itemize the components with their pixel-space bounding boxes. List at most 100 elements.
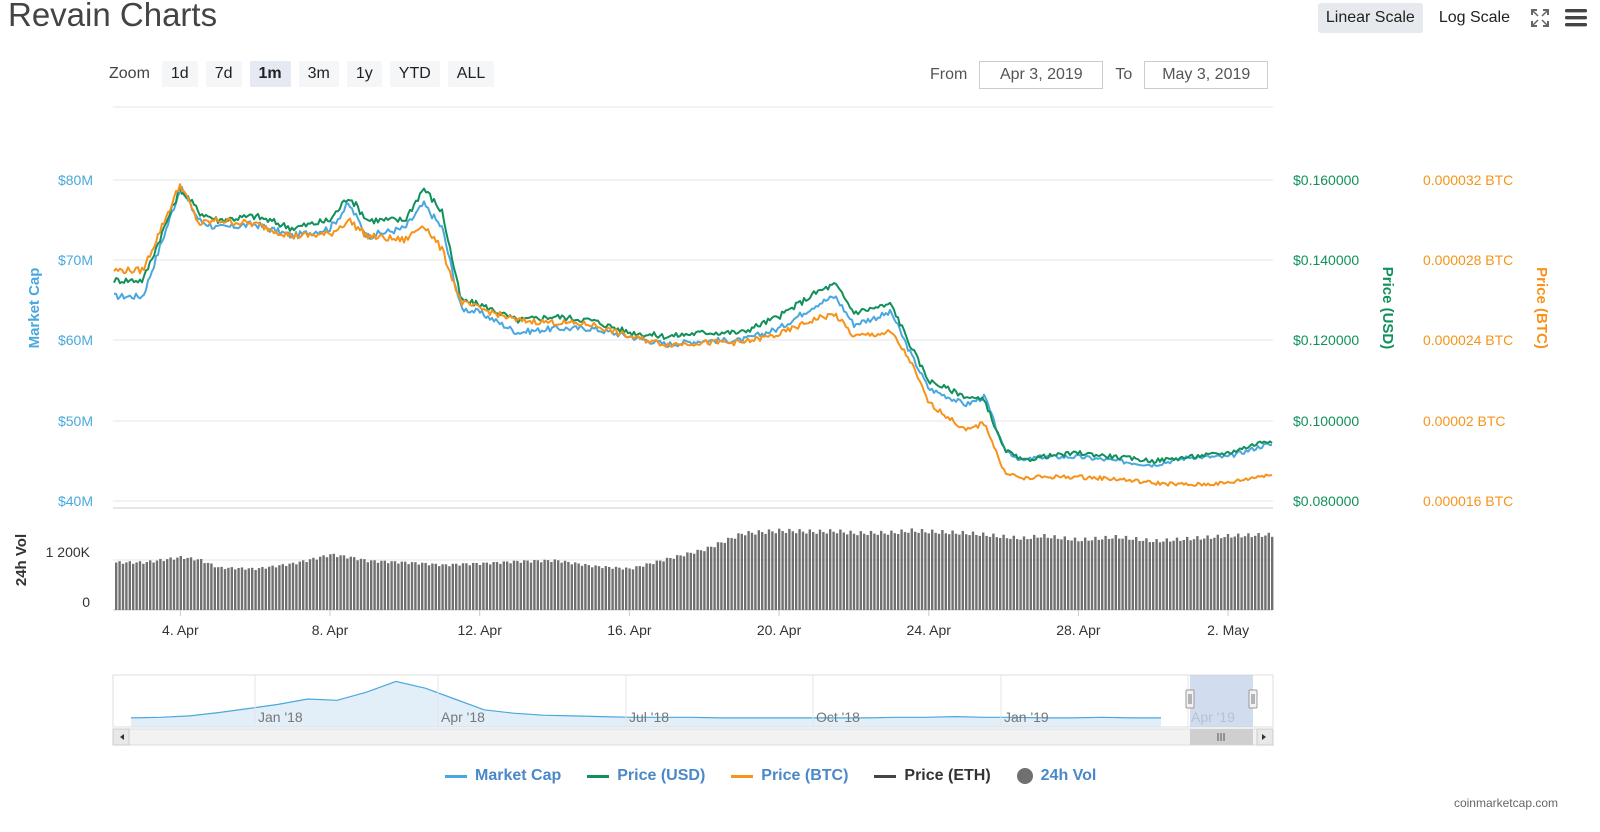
volume-bar <box>818 529 822 610</box>
volume-bar <box>693 553 696 610</box>
volume-bar <box>686 552 689 610</box>
volume-bar <box>863 533 866 610</box>
x-tick-label: 20. Apr <box>757 622 802 638</box>
volume-bar <box>1053 535 1056 610</box>
volume-bar <box>954 533 958 610</box>
volume-bar <box>516 560 519 610</box>
y-tick-market-cap: $50M <box>58 413 93 429</box>
volume-bar <box>302 560 305 610</box>
volume-bar <box>1084 537 1087 610</box>
volume-bar <box>373 560 376 610</box>
legend-price-eth[interactable]: Price (ETH) <box>874 767 991 785</box>
volume-bar <box>557 560 560 610</box>
legend-price-btc[interactable]: Price (BTC) <box>731 767 848 785</box>
volume-bar <box>801 531 805 610</box>
volume-bar <box>1118 538 1121 610</box>
volume-bar <box>247 568 250 610</box>
legend-price-usd[interactable]: Price (USD) <box>587 767 705 785</box>
volume-bar <box>628 568 631 610</box>
zoom-7d-button[interactable]: 7d <box>205 61 242 87</box>
legend-marker-24h-vol <box>1016 768 1033 784</box>
volume-bar <box>563 560 567 610</box>
x-tick-label: 24. Apr <box>907 622 952 638</box>
volume-bar <box>1162 541 1165 610</box>
from-date-input[interactable]: Apr 3, 2019 <box>979 61 1104 89</box>
volume-bar <box>788 528 791 610</box>
volume-bar <box>985 535 988 610</box>
volume-bar <box>937 533 941 610</box>
volume-bar <box>1141 540 1145 610</box>
price-btc-line <box>113 183 1273 487</box>
y-tick-price-usd: $0.140000 <box>1293 252 1359 268</box>
volume-bar <box>325 557 329 610</box>
volume-bar <box>237 568 240 610</box>
volume-bar <box>1247 533 1250 610</box>
volume-bar <box>336 557 339 610</box>
volume-bar <box>1128 539 1131 610</box>
volume-bar <box>475 563 478 610</box>
volume-bar <box>1254 535 1257 610</box>
volume-bar <box>438 566 441 610</box>
log-scale-button[interactable]: Log Scale <box>1438 9 1510 26</box>
volume-bar <box>822 532 825 610</box>
volume-bar <box>900 529 903 610</box>
legend-24h-vol[interactable]: 24h Vol <box>1016 767 1096 785</box>
y-tick-market-cap: $40M <box>58 493 93 509</box>
navigator-handle-right[interactable] <box>1248 689 1258 709</box>
credit-link[interactable]: coinmarketcap.com <box>1453 796 1558 810</box>
navigator-label: Oct '18 <box>816 709 860 725</box>
arrow-right-icon <box>1262 734 1266 740</box>
volume-bar <box>856 535 859 610</box>
volume-bar <box>961 530 964 610</box>
navigator-line <box>130 680 1161 719</box>
volume-bar <box>713 547 716 610</box>
zoom-3m-button[interactable]: 3m <box>298 61 339 87</box>
volume-bar <box>880 530 883 610</box>
volume-bar <box>431 563 434 610</box>
volume-bar <box>353 557 356 610</box>
volume-bar <box>869 530 873 610</box>
y-tick-price-usd: $0.080000 <box>1293 493 1359 509</box>
y-tick-price-usd: $0.120000 <box>1293 332 1359 348</box>
x-tick-label: 16. Apr <box>607 622 652 638</box>
volume-bar <box>468 565 471 610</box>
hamburger-menu-icon[interactable] <box>1562 4 1590 32</box>
from-label: From <box>930 66 968 83</box>
volume-bar <box>1016 539 1019 610</box>
volume-bar <box>1271 536 1274 610</box>
volume-bar <box>842 532 845 610</box>
volume-bar <box>781 531 784 610</box>
volume-bar <box>1111 538 1114 610</box>
volume-bar <box>886 534 890 610</box>
navigator-selection <box>1190 675 1253 727</box>
volume-bar <box>567 561 570 610</box>
arrow-left-icon <box>119 734 124 740</box>
to-date-input[interactable]: May 3, 2019 <box>1144 61 1269 89</box>
legend-marker-price-btc <box>731 774 754 778</box>
volume-bar <box>220 566 223 610</box>
linear-scale-button[interactable]: Linear Scale <box>1317 3 1423 33</box>
y-tick-price-btc: 0.000016 BTC <box>1423 493 1513 509</box>
volume-bar <box>676 555 679 610</box>
navigator-label: Apr '18 <box>441 709 485 725</box>
volume-bar <box>295 564 298 610</box>
volume-bar <box>540 562 543 610</box>
y-tick-volume-high: 1 200K <box>46 544 91 560</box>
zoom-ytd-button[interactable]: YTD <box>389 61 440 87</box>
zoom-all-button[interactable]: ALL <box>447 61 495 87</box>
zoom-1d-button[interactable]: 1d <box>161 61 198 87</box>
volume-bar <box>553 559 556 610</box>
volume-bar <box>393 561 397 610</box>
zoom-1m-button[interactable]: 1m <box>249 61 291 87</box>
zoom-1y-button[interactable]: 1y <box>346 61 382 87</box>
y-tick-price-btc: 0.00002 BTC <box>1423 413 1506 429</box>
navigator-handle-left[interactable] <box>1185 689 1195 709</box>
volume-bar <box>1114 535 1117 610</box>
legend-market-cap[interactable]: Market Cap <box>445 767 561 785</box>
volume-bar <box>346 558 349 610</box>
market-cap-line <box>113 186 1273 468</box>
volume-bar <box>999 538 1002 610</box>
expand-icon[interactable] <box>1526 4 1554 32</box>
volume-bar <box>1240 537 1243 610</box>
